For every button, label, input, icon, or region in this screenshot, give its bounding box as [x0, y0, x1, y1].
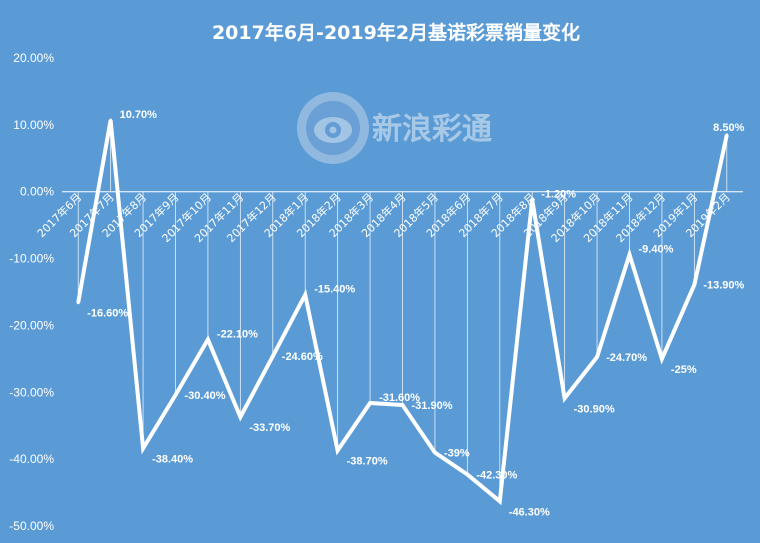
data-label: -39% — [444, 447, 470, 459]
data-point — [368, 401, 372, 405]
y-tick-label: -20.00% — [9, 318, 54, 332]
y-tick-label: 0.00% — [20, 185, 54, 199]
data-label: 10.70% — [120, 109, 158, 121]
data-point — [498, 499, 502, 503]
data-label: -31.60% — [379, 392, 420, 404]
data-label: -25% — [671, 364, 697, 376]
data-label: -30.90% — [574, 403, 615, 415]
data-label: -38.70% — [347, 455, 388, 467]
gridlines — [77, 120, 728, 502]
data-label: -22.10% — [217, 328, 258, 340]
data-label: -13.90% — [703, 280, 744, 292]
data-point — [725, 133, 729, 137]
data-label: -31.90% — [412, 400, 453, 412]
data-point — [563, 396, 567, 400]
data-label: -33.70% — [249, 422, 290, 434]
data-point — [109, 118, 113, 122]
data-point — [530, 198, 534, 202]
y-axis: 20.00% 10.00% 0.00% -10.00% -20.00% -30.00% -4… — [9, 51, 54, 533]
data-label: -24.70% — [606, 352, 647, 364]
data-point — [206, 337, 210, 341]
y-tick-label: -50.00% — [9, 519, 54, 533]
sina-eye-logo-icon — [297, 92, 369, 164]
data-label: -30.40% — [185, 390, 226, 402]
data-label: -15.40% — [314, 284, 355, 296]
y-tick-label: 10.00% — [13, 118, 54, 132]
y-tick-label: -30.00% — [9, 385, 54, 399]
watermark: 新浪彩通 — [297, 92, 492, 164]
data-point — [174, 393, 177, 397]
data-label: -46.30% — [509, 506, 550, 518]
data-point — [692, 283, 696, 287]
watermark-text: 新浪彩通 — [372, 112, 492, 147]
series — [76, 118, 729, 506]
data-point — [141, 446, 145, 450]
data-point — [465, 473, 469, 477]
data-label: -16.60% — [87, 308, 128, 320]
data-point — [76, 301, 80, 305]
data-point — [660, 357, 664, 361]
data-label: -24.60% — [282, 351, 323, 363]
data-label: -9.40% — [639, 244, 674, 256]
data-labels: -16.60% 10.70% -38.40% -30.40% -22.10% -33.70… — [87, 109, 744, 518]
data-label: 8.50% — [713, 122, 744, 134]
chart-title: 2017年6月-2019年2月基诺彩票销量变化 — [212, 21, 580, 44]
data-label: -1.20% — [541, 189, 576, 201]
data-point — [303, 293, 307, 297]
data-point — [433, 450, 437, 454]
data-point — [595, 355, 599, 359]
y-tick-label: -40.00% — [9, 452, 54, 466]
data-label: -38.40% — [152, 453, 193, 465]
data-label: -42.30% — [476, 470, 517, 482]
data-point — [336, 448, 340, 452]
x-axis: 2017年6月2017年7月2017年8月2017年9月2017年10月2017… — [34, 190, 743, 245]
data-point — [238, 415, 242, 419]
data-point — [628, 253, 631, 257]
y-tick-label: 20.00% — [13, 51, 54, 65]
data-point — [401, 403, 404, 407]
y-tick-label: -10.00% — [9, 252, 54, 266]
data-point — [271, 354, 275, 358]
